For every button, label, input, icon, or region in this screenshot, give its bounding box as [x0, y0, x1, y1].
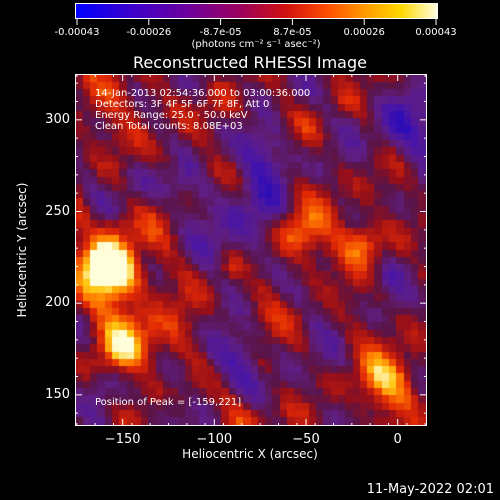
peak-position-label: Position of Peak = [-159,221]	[95, 397, 242, 408]
plot-title: Reconstructed RHESSI Image	[133, 53, 367, 72]
colorbar-tick-label: 8.7e-05	[273, 27, 312, 38]
x-tick-label: −150	[104, 432, 141, 447]
colorbar-tick-label: 0.00043	[415, 27, 457, 38]
colorbar-tick-label: -0.00026	[126, 27, 172, 38]
y-tick-label: 150	[45, 386, 70, 402]
colorbar-unit-label: (photons cm⁻² s⁻¹ asec⁻²)	[191, 39, 321, 50]
plot-area: 14-Jan-2013 02:54:36.000 to 03:00:36.000…	[75, 74, 427, 426]
colorbar	[75, 3, 438, 19]
x-axis-label: Heliocentric X (arcsec)	[182, 447, 318, 461]
heatmap-image	[76, 75, 426, 425]
info-time-range: 14-Jan-2013 02:54:36.000 to 03:00:36.000	[95, 88, 311, 99]
info-energy-range: Energy Range: 25.0 - 50.0 keV	[95, 110, 248, 121]
y-tick-label: 300	[45, 111, 70, 127]
x-tick-label: −50	[292, 432, 320, 447]
y-tick-label: 250	[45, 203, 70, 219]
colorbar-tick-label: -8.7e-05	[199, 27, 242, 38]
info-clean-counts: Clean Total counts: 8.08E+03	[95, 121, 243, 132]
x-tick-label: 0	[393, 432, 402, 447]
colorbar-tick-label: -0.00043	[54, 27, 100, 38]
info-detectors: Detectors: 3F 4F 5F 6F 7F 8F, Att 0	[95, 99, 270, 110]
x-tick-label: −100	[196, 432, 233, 447]
y-axis-label: Heliocentric Y (arcsec)	[15, 182, 29, 318]
colorbar-tick-label: 0.00026	[343, 27, 385, 38]
timestamp: 11-May-2022 02:01	[366, 482, 494, 497]
y-tick-label: 200	[45, 295, 70, 311]
